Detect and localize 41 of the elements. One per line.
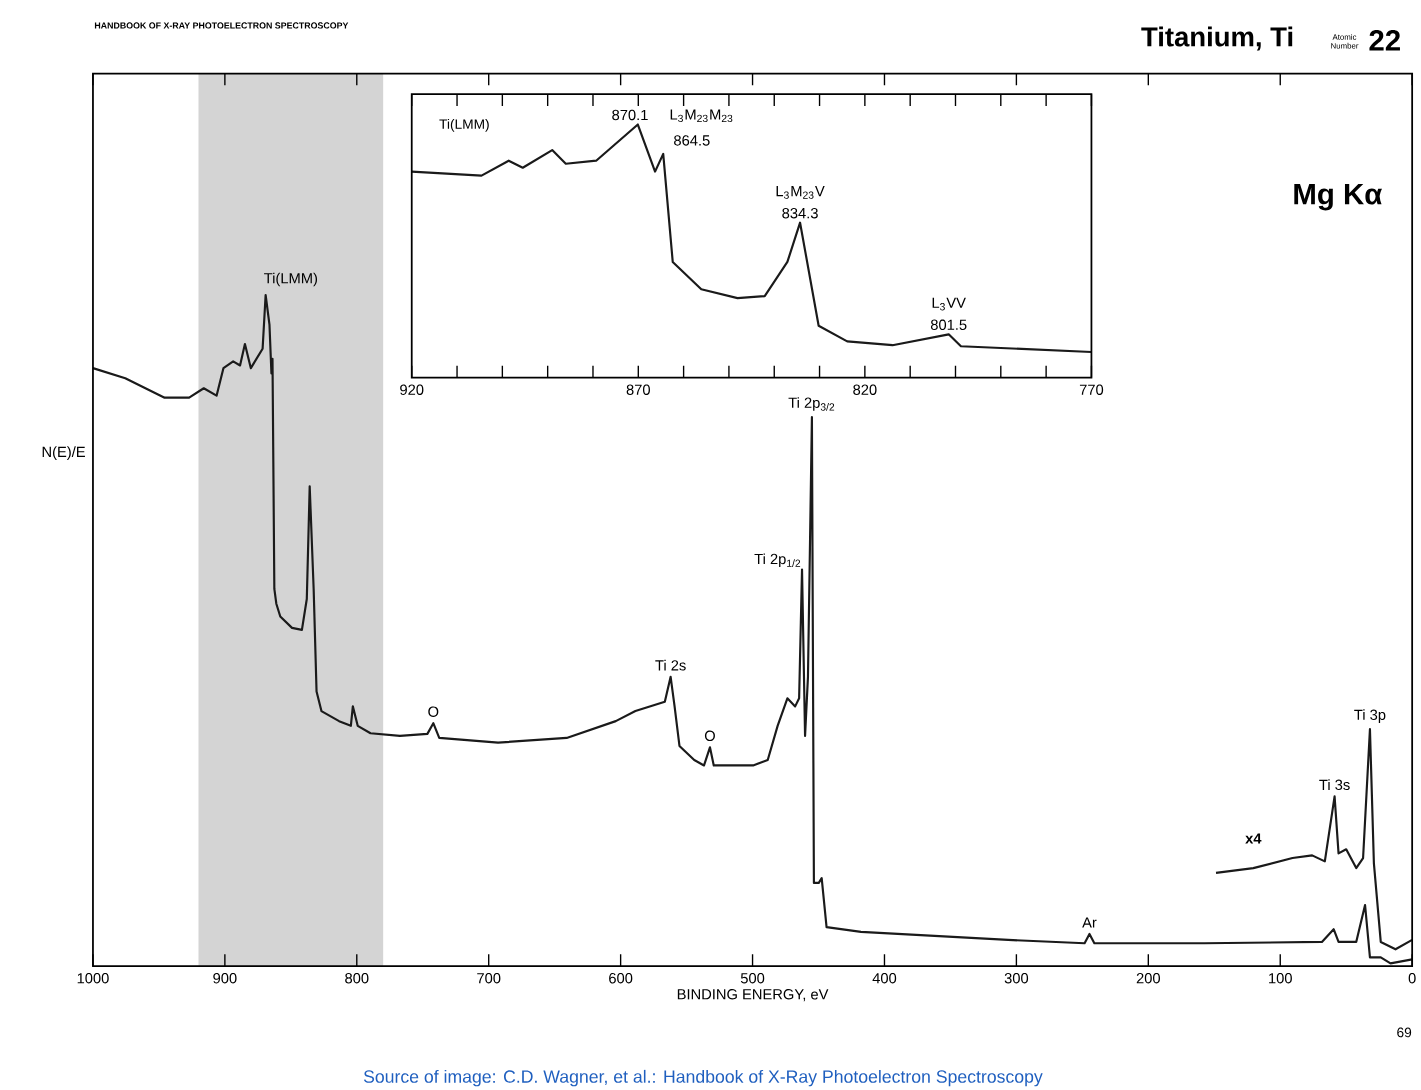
chart-title: Titanium, Ti bbox=[1141, 26, 1293, 51]
annotation: L$_{3}$M$_{23}$V bbox=[776, 186, 825, 199]
annotation: Ti 2s bbox=[655, 659, 686, 671]
annotation: O bbox=[704, 730, 715, 742]
text: 69 bbox=[1397, 1027, 1412, 1038]
source-note: Source of image: C.D. Wagner, et al.: Handbook of X-Ray Photoelectron Spectroscopy bbox=[363, 1070, 1043, 1087]
x-tick-label: 700 bbox=[477, 973, 501, 984]
annotation: L$_{3}$M$_{23}$M$_{23}$ bbox=[670, 109, 733, 123]
annotation: Ti 2p$_{1/2}$ bbox=[754, 553, 801, 568]
annotation: Ti 2p$_{3/2}$ bbox=[788, 397, 835, 412]
annotation: Ti(LMM) bbox=[439, 119, 489, 132]
annotation: Ti 3s bbox=[1319, 779, 1350, 791]
annotation: Ti 3p bbox=[1354, 709, 1386, 724]
text: 22 bbox=[1369, 30, 1400, 51]
x-axis-title: BINDING ENERGY, eV bbox=[677, 989, 829, 1002]
annotation: 864.5 bbox=[674, 135, 710, 146]
x-tick-label: 820 bbox=[853, 384, 877, 396]
annotation: L$_{3}$VV bbox=[932, 297, 966, 311]
annotation: Ar bbox=[1082, 917, 1097, 928]
x-tick-label: 400 bbox=[872, 973, 897, 984]
x-tick-label: 900 bbox=[213, 973, 237, 984]
chart-subtitle: HANDBOOK OF X-RAY PHOTOELECTRON SPECTROSCOPY bbox=[94, 22, 349, 29]
x-tick-label: 500 bbox=[740, 973, 765, 984]
series-label: x4 bbox=[1245, 833, 1262, 844]
x-tick-label: 200 bbox=[1136, 973, 1160, 984]
x-tick-label: 770 bbox=[1079, 384, 1104, 396]
annotation: 801.5 bbox=[930, 319, 967, 331]
x-tick-label: 600 bbox=[609, 973, 633, 984]
x-tick-label: 100 bbox=[1269, 973, 1292, 984]
annotation: 834.3 bbox=[782, 208, 818, 219]
text: Mg Kα bbox=[1294, 184, 1383, 211]
annotation: 870.1 bbox=[612, 109, 648, 121]
x-tick-label: 870 bbox=[626, 384, 650, 396]
y-axis-title: N(E)/E bbox=[42, 446, 85, 461]
x-tick-label: 1000 bbox=[77, 973, 109, 984]
annotation: O bbox=[428, 706, 439, 718]
x-tick-label: 800 bbox=[345, 973, 369, 984]
x-tick-label: 300 bbox=[1004, 973, 1029, 984]
x-tick-label: 0 bbox=[1408, 973, 1416, 984]
x-tick-label: 920 bbox=[400, 384, 424, 396]
band-label: Ti(LMM) bbox=[264, 272, 318, 287]
